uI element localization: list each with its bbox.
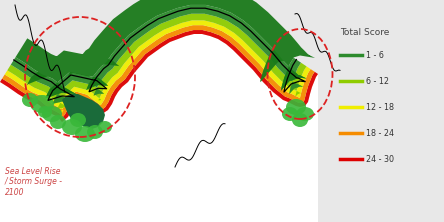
Polygon shape (11, 5, 306, 104)
Polygon shape (0, 34, 318, 222)
Polygon shape (0, 30, 318, 122)
Ellipse shape (42, 106, 62, 122)
Ellipse shape (30, 95, 54, 113)
Ellipse shape (286, 99, 306, 115)
Ellipse shape (38, 106, 52, 118)
Ellipse shape (50, 115, 66, 129)
Text: 18 - 24: 18 - 24 (366, 129, 394, 137)
Text: 12 - 18: 12 - 18 (366, 103, 394, 111)
Ellipse shape (22, 93, 38, 107)
Text: 6 - 12: 6 - 12 (366, 77, 389, 85)
Ellipse shape (292, 113, 308, 127)
Polygon shape (7, 14, 306, 108)
Text: Sea Level Rise
/ Storm Surge -
2100: Sea Level Rise / Storm Surge - 2100 (5, 167, 63, 197)
Ellipse shape (75, 126, 95, 142)
Polygon shape (5, 20, 311, 113)
Text: Total Score: Total Score (340, 28, 389, 37)
Ellipse shape (62, 119, 82, 135)
Polygon shape (2, 25, 315, 118)
Ellipse shape (282, 107, 298, 121)
Ellipse shape (98, 121, 112, 133)
Polygon shape (16, 0, 315, 98)
Ellipse shape (70, 113, 86, 127)
Text: 1 - 6: 1 - 6 (366, 50, 384, 59)
Ellipse shape (87, 125, 103, 139)
Ellipse shape (296, 107, 314, 121)
Text: 24 - 30: 24 - 30 (366, 155, 394, 163)
Polygon shape (62, 94, 105, 129)
